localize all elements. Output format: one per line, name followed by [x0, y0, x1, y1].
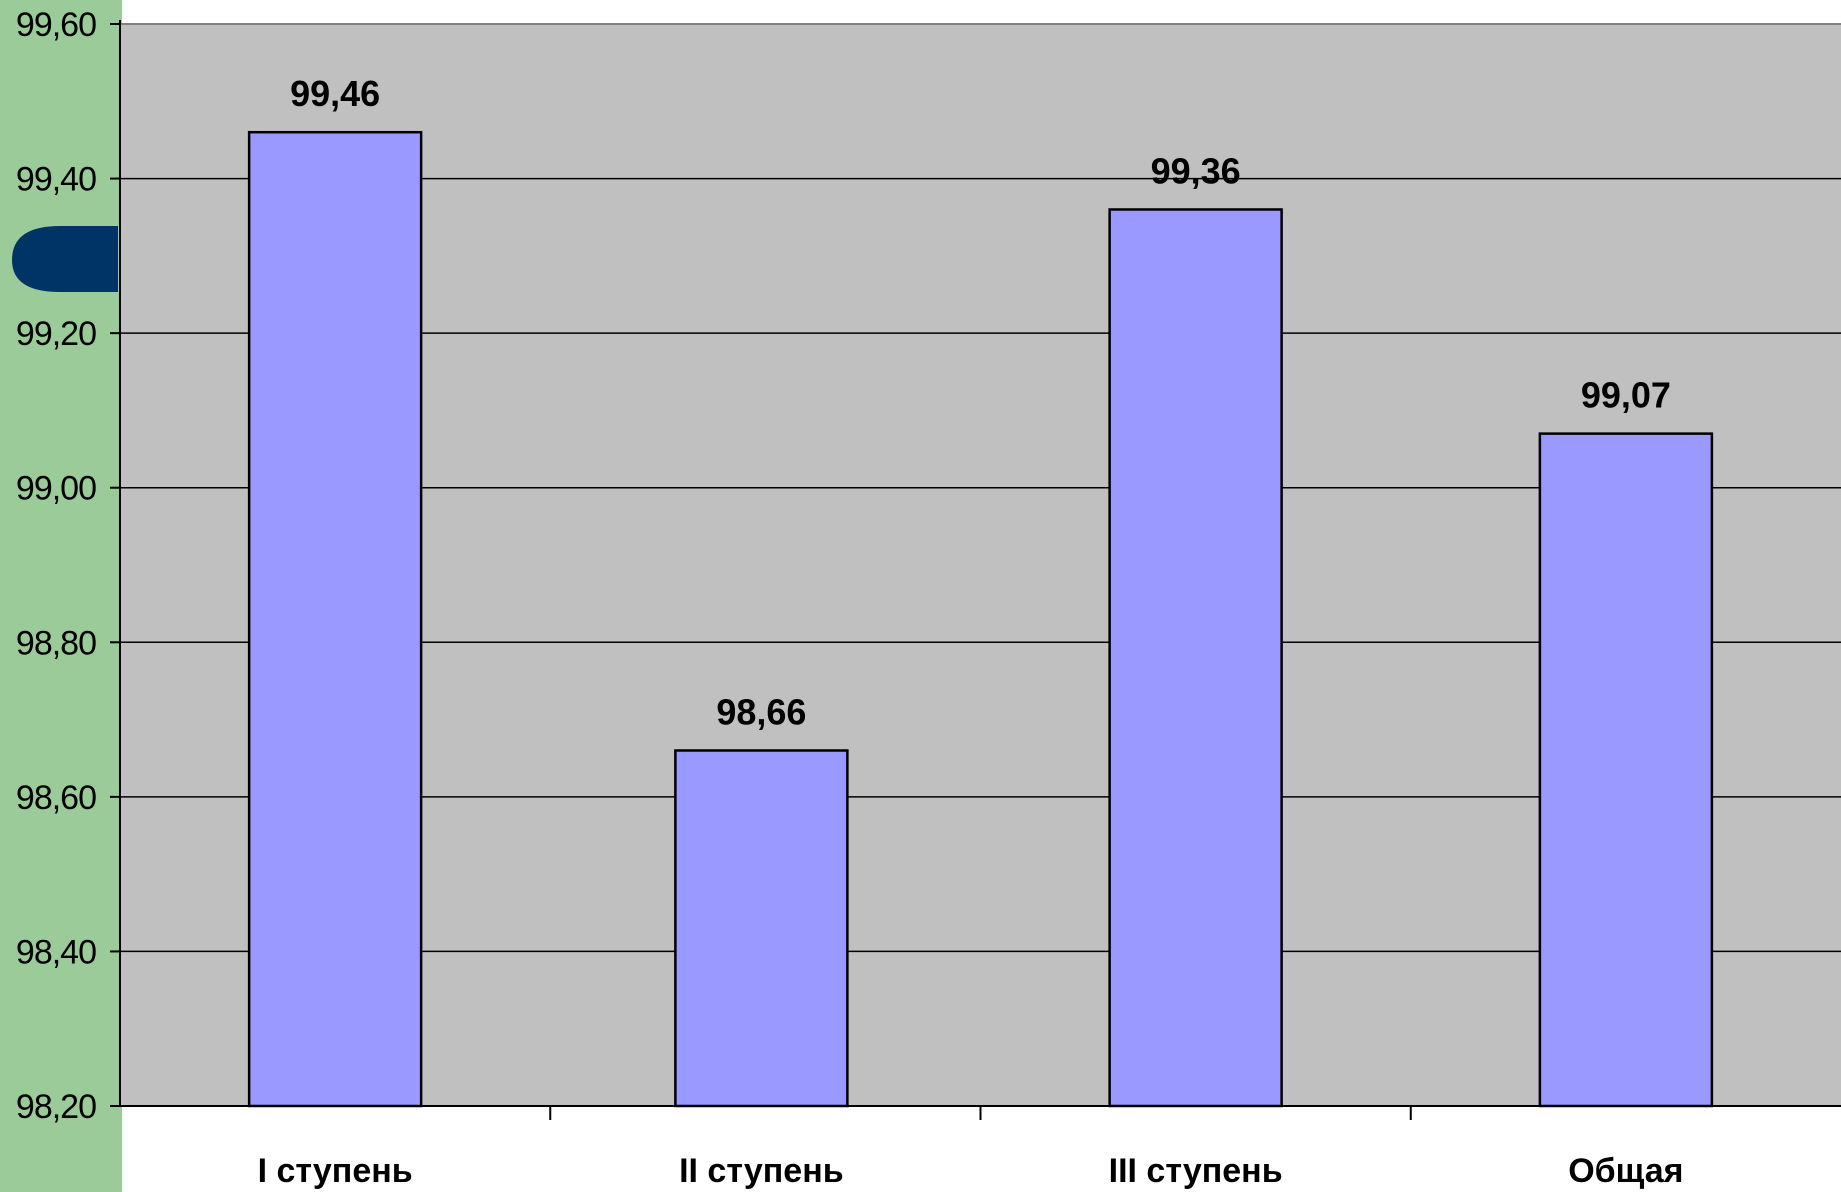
category-label-2: II ступень: [679, 1152, 844, 1190]
category-label-4: Общая: [1568, 1152, 1683, 1190]
data-label-4: 99,07: [1581, 375, 1671, 416]
side-tab-icon: [12, 226, 118, 292]
bar-4: [1540, 434, 1712, 1106]
data-label-2: 98,66: [716, 691, 806, 732]
x-axis-ticks: [550, 1106, 1411, 1120]
y-tick-label: 99,00: [16, 470, 96, 508]
bar-3: [1110, 209, 1282, 1106]
bar-1: [249, 132, 421, 1106]
y-tick-label: 98,60: [16, 779, 96, 817]
category-label-1: I ступень: [258, 1152, 413, 1190]
category-label-3: III ступень: [1109, 1152, 1283, 1190]
y-tick-label: 98,80: [16, 624, 96, 662]
bar-2: [675, 750, 847, 1106]
y-tick-label: 98,20: [16, 1088, 96, 1126]
y-tick-label: 99,40: [16, 161, 96, 199]
category-labels: I ступень II ступень III ступень Общая: [258, 1152, 1684, 1190]
data-label-3: 99,36: [1151, 150, 1241, 191]
y-tick-label: 98,40: [16, 933, 96, 971]
data-label-1: 99,46: [290, 73, 380, 114]
y-tick-label: 99,60: [16, 6, 96, 44]
y-tick-label: 99,20: [16, 315, 96, 353]
